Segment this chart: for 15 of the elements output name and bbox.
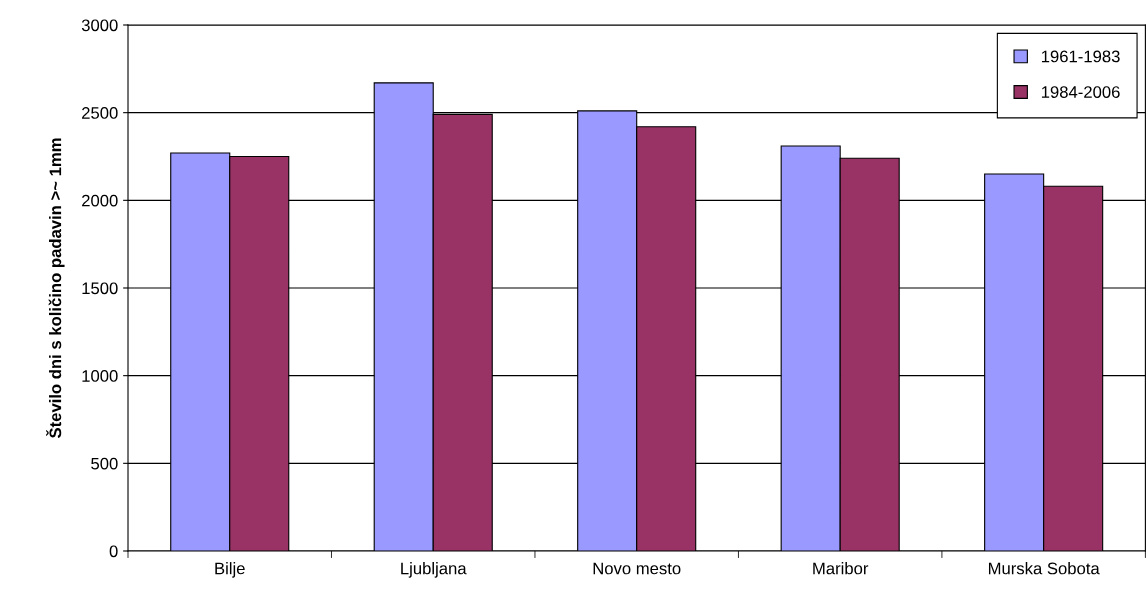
legend-label: 1984-2006 bbox=[1041, 86, 1120, 98]
x-tick-label: Murska Sobota bbox=[988, 562, 1100, 575]
x-tick-label: Ljubljana bbox=[401, 562, 467, 578]
y-tick-label: 1500 bbox=[82, 282, 118, 295]
x-tick-label: Novo mesto bbox=[593, 562, 681, 575]
y-tick-label: 1000 bbox=[82, 370, 118, 382]
legend-label: 1961-1983 bbox=[1041, 50, 1120, 63]
y-axis-title: Število dni s količino padavin >~ 1mm bbox=[46, 138, 65, 439]
x-tick-label: Maribor bbox=[813, 562, 869, 575]
y-tick-label: 500 bbox=[91, 457, 118, 470]
y-tick-label: 3000 bbox=[81, 19, 118, 32]
y-tick-label: 2000 bbox=[82, 194, 118, 207]
y-tick-label: 0 bbox=[109, 545, 118, 558]
y-tick-label: 2500 bbox=[82, 107, 118, 119]
x-tick-label: Bilje bbox=[215, 562, 245, 578]
